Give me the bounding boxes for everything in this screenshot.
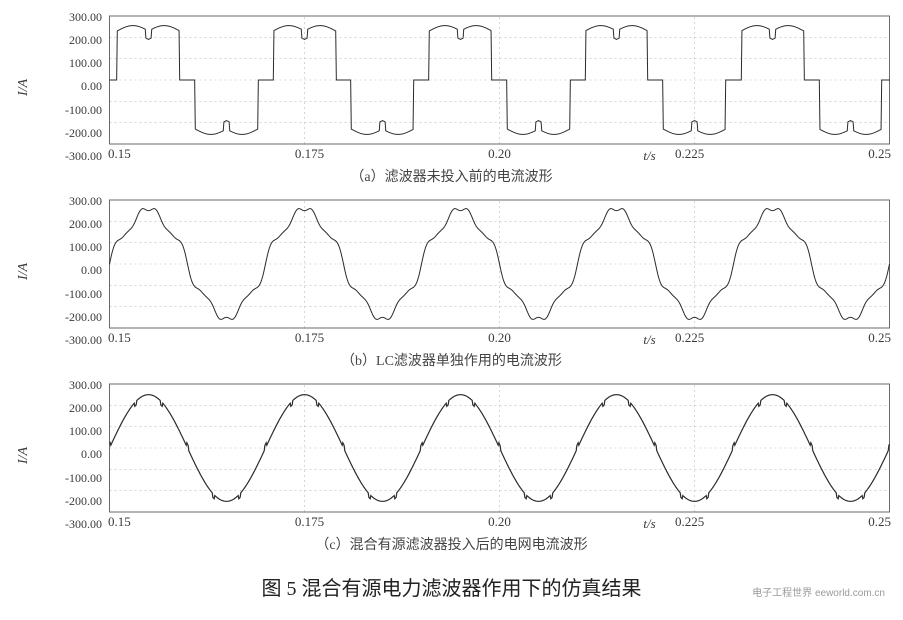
panels-container: I/A300.00200.00100.000.00-100.00-200.00-… [10,10,893,554]
y-tick-label: -300.00 [38,333,102,348]
y-tick-label: -300.00 [38,149,102,164]
waveform-plot [106,10,893,150]
subcaption-a: （a）滤波器未投入前的电流波形 [10,166,893,186]
x-tick-label: 0.25 [868,330,891,346]
plot-area: 0.150.1750.200.2250.25t/s [106,10,893,164]
waveform-plot [106,378,893,518]
watermark-text: 电子工程世界 eeworld.com.cn [752,584,885,599]
x-tick-label: 0.15 [108,330,131,346]
plot-row: I/A300.00 200.00 100.00 0.00 -100.00 -200.00 -… [10,10,893,164]
subcaption-b: （b）LC滤波器单独作用的电流波形 [10,350,893,370]
caption-text: 图 5 混合有源电力滤波器作用下的仿真结果 [262,578,642,600]
y-tick-label: -100.00 [38,471,102,486]
plot-row: I/A300.00 200.00 100.00 0.00 -100.00 -200.00 -… [10,194,893,348]
x-tick-label: 0.15 [108,146,131,162]
y-tick-label: -300.00 [38,517,102,532]
x-tick-label: 0.20 [488,330,511,346]
y-axis-label: I/A [10,10,38,164]
y-tick-label: 200.00 [38,401,102,416]
panel-a: I/A300.00 200.00 100.00 0.00 -100.00 -200.00 -… [10,10,893,186]
y-tick-labels: 300.00 200.00 100.00 0.00 -100.00 -200.00 -300… [38,378,106,532]
figure-5: I/A300.00200.00100.000.00-100.00-200.00-… [10,10,893,601]
y-tick-label: 300.00 [38,10,102,25]
x-tick-label: 0.225 [675,330,704,346]
y-tick-label: 0.00 [38,447,102,462]
x-tick-label: 0.175 [295,146,324,162]
y-tick-label: 300.00 [38,194,102,209]
plot-area: 0.150.1750.200.2250.25t/s [106,378,893,532]
y-tick-label: 100.00 [38,240,102,255]
y-tick-label: 100.00 [38,56,102,71]
y-tick-label: 0.00 [38,263,102,278]
y-tick-label: 300.00 [38,378,102,393]
y-tick-label: -100.00 [38,103,102,118]
y-tick-label: 100.00 [38,424,102,439]
waveform-plot [106,194,893,334]
x-tick-label: 0.175 [295,330,324,346]
y-tick-labels: 300.00 200.00 100.00 0.00 -100.00 -200.00 -300… [38,194,106,348]
x-tick-label: 0.20 [488,514,511,530]
y-axis-label: I/A [10,194,38,348]
y-axis-label: I/A [10,378,38,532]
subcaption-c: （c）混合有源滤波器投入后的电网电流波形 [10,534,893,554]
y-tick-label: -200.00 [38,126,102,141]
y-tick-label: 0.00 [38,79,102,94]
x-tick-label: 0.20 [488,146,511,162]
y-tick-label: 200.00 [38,33,102,48]
panel-b: I/A300.00 200.00 100.00 0.00 -100.00 -200.00 -… [10,194,893,370]
x-tick-label: 0.25 [868,146,891,162]
plot-row: I/A300.00 200.00 100.00 0.00 -100.00 -200.00 -… [10,378,893,532]
x-tick-label: 0.15 [108,514,131,530]
x-tick-label: 0.225 [675,146,704,162]
plot-area: 0.150.1750.200.2250.25t/s [106,194,893,348]
y-tick-labels: 300.00 200.00 100.00 0.00 -100.00 -200.00 -300… [38,10,106,164]
y-tick-label: 200.00 [38,217,102,232]
figure-caption: 图 5 混合有源电力滤波器作用下的仿真结果 电子工程世界 eeworld.com… [10,572,893,601]
x-tick-label: 0.175 [295,514,324,530]
y-tick-label: -200.00 [38,494,102,509]
x-tick-label: 0.25 [868,514,891,530]
x-tick-label: 0.225 [675,514,704,530]
y-tick-label: -100.00 [38,287,102,302]
panel-c: I/A300.00 200.00 100.00 0.00 -100.00 -200.00 -… [10,378,893,554]
y-tick-label: -200.00 [38,310,102,325]
